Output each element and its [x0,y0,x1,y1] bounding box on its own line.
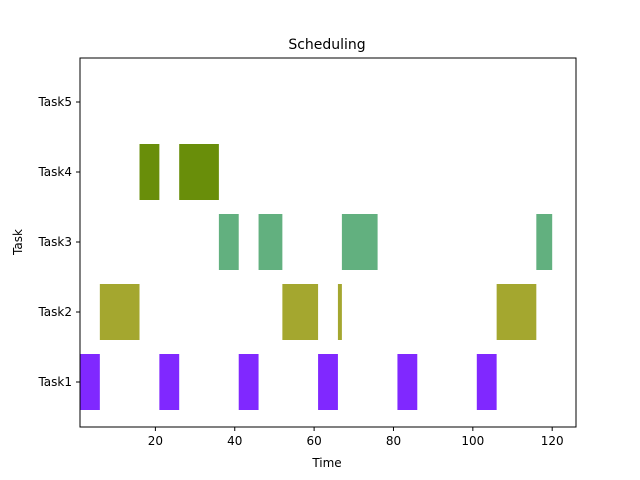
y-tick-label-task5: Task5 [37,95,72,109]
x-tick-label: 100 [461,434,484,448]
bars-layer [80,144,553,410]
bar-task1-5 [397,354,418,410]
bar-task4-2 [179,144,219,200]
bar-task2-4 [496,284,537,340]
bar-task1-1 [80,354,100,410]
y-axis: Task1 Task2 Task3 Task4 Task5 [37,95,80,389]
x-tick-label: 120 [541,434,564,448]
chart-title: Scheduling [288,37,365,53]
y-tick-label-task3: Task3 [37,235,72,249]
bar-task2-1 [99,284,140,340]
bar-task2-2 [282,284,319,340]
bar-task1-3 [238,354,259,410]
x-tick-label: 40 [227,434,242,448]
bar-task2-3 [337,284,342,340]
y-tick-label-task2: Task2 [37,305,72,319]
x-tick-label: 80 [386,434,401,448]
bar-task3-1 [218,214,239,270]
bar-task3-3 [341,214,378,270]
bar-task1-6 [476,354,497,410]
x-tick-label: 20 [148,434,163,448]
bar-task4-1 [139,144,160,200]
y-tick-label-task1: Task1 [37,375,72,389]
bar-task1-4 [318,354,338,410]
x-tick-label: 60 [306,434,321,448]
x-axis-title: Time [311,456,341,470]
bar-task3-2 [258,214,283,270]
bar-task1-2 [159,354,180,410]
x-axis: 20 40 60 80 100 120 [148,427,564,448]
y-axis-title: Task [11,229,25,256]
bar-task3-4 [536,214,553,270]
y-tick-label-task4: Task4 [37,165,72,179]
